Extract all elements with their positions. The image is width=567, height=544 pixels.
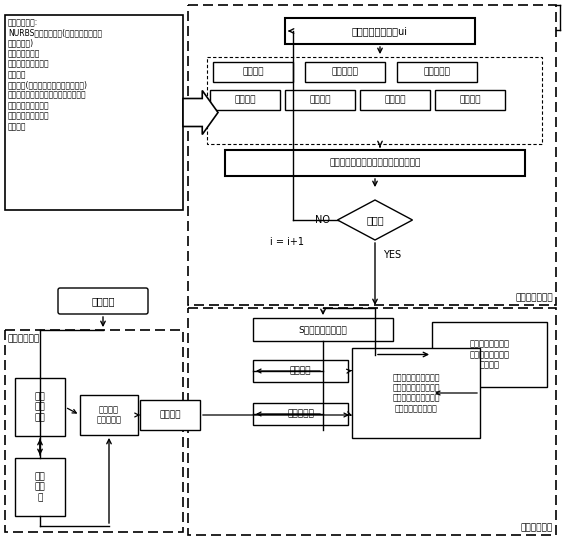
- Bar: [253, 360, 348, 382]
- Text: 速度合理区: 速度合理区: [287, 410, 314, 418]
- Bar: [5, 15, 183, 210]
- Text: 速度限制: 速度限制: [384, 96, 406, 104]
- Text: S型加减速模式规划: S型加减速模式规划: [299, 325, 348, 334]
- Bar: [15, 378, 65, 436]
- Text: 弓高误差: 弓高误差: [242, 67, 264, 77]
- Text: 伺量
控制
器: 伺量 控制 器: [35, 472, 45, 502]
- Text: 由预插补进给速度
序列划分减速区和
匀减速区: 由预插补进给速度 序列划分减速区和 匀减速区: [469, 339, 510, 369]
- Bar: [210, 90, 280, 110]
- Text: 切向加速度: 切向加速度: [332, 67, 358, 77]
- Text: 速度超区: 速度超区: [290, 367, 311, 375]
- Bar: [188, 308, 556, 535]
- Text: 当前采样点参数：ui: 当前采样点参数：ui: [352, 26, 408, 36]
- Bar: [140, 400, 200, 430]
- Bar: [432, 322, 547, 387]
- Bar: [15, 458, 65, 516]
- Bar: [305, 62, 385, 82]
- Text: YES: YES: [383, 250, 401, 260]
- Bar: [80, 395, 138, 435]
- Text: 单轴限制: 单轴限制: [234, 96, 256, 104]
- Text: i = i+1: i = i+1: [270, 237, 304, 247]
- Polygon shape: [183, 90, 218, 134]
- Text: 读入数据信息:
NURBS曲线特征参数(控制顶点、节点矢
量、权置值)
设定的进给速度
允许的最大弓高误差
插补周期
机床参数(最大加速度、最大加加速度)
单轴: 读入数据信息: NURBS曲线特征参数(控制顶点、节点矢 量、权置值) 设定的进…: [8, 18, 102, 131]
- FancyBboxPatch shape: [58, 288, 148, 314]
- Bar: [225, 150, 525, 176]
- Text: 预插补处理模块: 预插补处理模块: [515, 293, 553, 302]
- Bar: [253, 318, 393, 341]
- Text: 结束点: 结束点: [366, 215, 384, 225]
- Text: 进给速度: 进给速度: [459, 96, 481, 104]
- Bar: [397, 62, 477, 82]
- Bar: [253, 403, 348, 425]
- Text: NO: NO: [315, 215, 329, 225]
- Text: 实时插补: 实时插补: [159, 411, 181, 419]
- Bar: [360, 90, 430, 110]
- Text: 曲率特性: 曲率特性: [309, 96, 331, 104]
- Bar: [207, 57, 542, 144]
- Bar: [285, 90, 355, 110]
- Text: 程序结束: 程序结束: [91, 296, 115, 306]
- Text: 根据起点和终点速度差
确定速度分布类型，选
择分布和速度规划策略
实际速度插补轮廓；: 根据起点和终点速度差 确定速度分布类型，选 择分布和速度规划策略 实际速度插补轮…: [392, 373, 440, 413]
- Bar: [5, 330, 183, 532]
- Bar: [435, 90, 505, 110]
- Text: 满足考虑加工特性的进给速度约束方程: 满足考虑加工特性的进给速度约束方程: [329, 158, 421, 168]
- Bar: [352, 348, 480, 438]
- Polygon shape: [337, 200, 413, 240]
- Text: 法向加速度: 法向加速度: [424, 67, 450, 77]
- Text: 伺量
驱制
电机: 伺量 驱制 电机: [35, 392, 45, 422]
- Text: 实时插补模块: 实时插补模块: [8, 334, 40, 343]
- Text: 离线规划模块: 离线规划模块: [521, 523, 553, 532]
- Text: 计算插补
步长、速板: 计算插补 步长、速板: [96, 405, 121, 425]
- Bar: [213, 62, 293, 82]
- Bar: [285, 18, 475, 44]
- Bar: [188, 5, 556, 305]
